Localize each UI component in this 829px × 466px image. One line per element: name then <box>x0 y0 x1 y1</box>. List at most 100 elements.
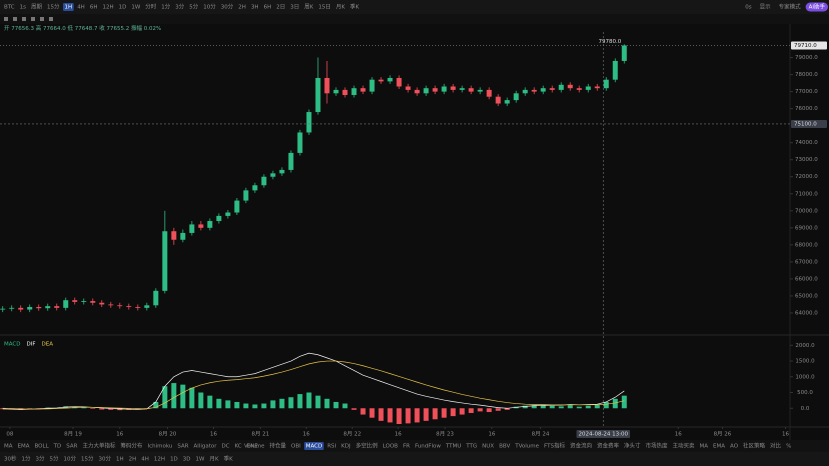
sub-indicator-tab[interactable]: AO <box>730 444 739 450</box>
interval-tab[interactable]: 1s <box>20 5 26 11</box>
bottom-interval-tab[interactable]: 3D <box>183 457 191 463</box>
bottom-interval-tab[interactable]: 季K <box>224 455 234 463</box>
interval-tab[interactable]: 2日 <box>276 4 285 11</box>
icon[interactable] <box>4 17 8 21</box>
sub-indicator-tab[interactable]: RSI <box>327 444 336 450</box>
interval-tab[interactable]: BTC <box>4 5 15 11</box>
sub-indicator-tab[interactable]: KDJ <box>341 444 351 450</box>
sub-indicator-tab[interactable]: TTMU <box>445 444 461 450</box>
main-indicator-tab[interactable]: Ichimoku <box>147 444 172 450</box>
interval-tab[interactable]: 6H <box>264 5 272 11</box>
main-indicator-tab[interactable]: ENE <box>247 444 259 450</box>
interval-tab[interactable]: 2H <box>238 5 246 11</box>
bottom-interval-tab[interactable]: 2H <box>129 457 137 463</box>
candle-body <box>612 60 618 80</box>
sub-indicator-tab[interactable]: BBV <box>499 444 510 450</box>
interval-tab[interactable]: 月K <box>336 4 346 11</box>
sub-indicator-tab[interactable]: 对比 <box>770 442 782 450</box>
sub-indicator-tab[interactable]: 净头寸 <box>624 442 641 450</box>
sub-indicator-tab[interactable]: 社区策略 <box>743 442 766 450</box>
icon[interactable] <box>31 17 35 21</box>
icon[interactable] <box>22 17 26 21</box>
interval-tab[interactable]: 30分 <box>221 3 234 11</box>
bottom-interval-tab[interactable]: 15分 <box>81 455 94 463</box>
bottom-interval-tab[interactable]: 1W <box>196 457 205 463</box>
y-tick-label: 2000.0 <box>795 343 815 349</box>
bottom-interval-tab[interactable]: 12H <box>154 457 165 463</box>
candle-body <box>234 200 240 213</box>
main-indicator-tab[interactable]: 主力大单指标 <box>82 442 116 450</box>
toolbar-item[interactable]: 0s <box>745 5 751 11</box>
interval-tab[interactable]: 周K <box>304 4 314 11</box>
main-indicator-tab[interactable]: EMA <box>18 444 30 450</box>
toolbar-item[interactable]: 显示 <box>760 4 772 11</box>
interval-tab[interactable]: 5分 <box>189 3 198 11</box>
bottom-interval-tab[interactable]: 10分 <box>64 455 77 463</box>
interval-tab[interactable]: 15日 <box>318 4 331 11</box>
y-tick-label: 1000.0 <box>795 374 815 380</box>
main-indicator-tab[interactable]: MA <box>4 444 13 450</box>
candle-body <box>558 84 564 90</box>
bottom-interval-tab[interactable]: 月K <box>209 456 219 463</box>
interval-tab[interactable]: 分时 <box>145 3 157 11</box>
interval-tab[interactable]: 周期 <box>31 4 43 11</box>
sub-indicator-tab[interactable]: Volume <box>244 444 265 450</box>
icon[interactable] <box>49 17 53 21</box>
sub-indicator-tab[interactable]: MA <box>700 444 709 450</box>
interval-tab[interactable]: 12H <box>102 5 113 11</box>
interval-tab[interactable]: 15分 <box>47 3 60 11</box>
main-indicator-tab[interactable]: TD <box>53 444 62 450</box>
main-indicator-tab[interactable]: 筹码分布 <box>120 442 143 450</box>
main-indicator-tab[interactable]: BOLL <box>35 444 50 450</box>
toolbar-item[interactable]: 专家模式 <box>779 3 802 11</box>
bottom-interval-tab[interactable]: 1分 <box>22 455 31 463</box>
sub-indicator-tab[interactable]: FundFlow <box>415 444 441 450</box>
interval-tab[interactable]: 6H <box>90 5 98 11</box>
sub-indicator-tab[interactable]: TVolume <box>514 444 539 450</box>
sub-indicator-tab[interactable]: NUX <box>482 444 494 450</box>
legend-entry: DEA <box>42 342 54 348</box>
sub-indicator-tab[interactable]: 资金费率 <box>597 442 620 450</box>
interval-tab[interactable]: 3分 <box>175 3 184 11</box>
bottom-interval-tab[interactable]: 1D <box>170 457 178 463</box>
interval-tab[interactable]: 1分 <box>161 3 170 11</box>
sub-indicator-tab[interactable]: 持仓量 <box>269 442 286 450</box>
main-indicator-tab[interactable]: SAR <box>177 444 188 450</box>
macd-bar <box>378 408 384 421</box>
sub-indicator-tab[interactable]: FR <box>403 444 410 450</box>
icon[interactable] <box>13 17 17 21</box>
sub-indicator-tab[interactable]: 主动买卖 <box>673 442 696 450</box>
interval-tab[interactable]: 4H <box>77 5 85 11</box>
sub-indicator-tab[interactable]: 市场热度 <box>646 442 669 450</box>
sub-indicator-tab[interactable]: MACD <box>306 444 323 450</box>
main-indicator-tab[interactable]: Alligator <box>194 444 218 450</box>
sub-indicator-tab[interactable]: TTG <box>465 444 477 450</box>
interval-tab[interactable]: 季K <box>350 3 360 11</box>
bottom-interval-tab[interactable]: 4H <box>141 457 149 463</box>
main-indicator-tab[interactable]: SAR <box>66 444 77 450</box>
bottom-interval-tab[interactable]: 30秒 <box>4 455 17 463</box>
interval-tab[interactable]: 1W <box>131 5 140 11</box>
interval-tab[interactable]: 3H <box>251 5 259 11</box>
bottom-interval-tab[interactable]: 1H <box>116 457 124 463</box>
sub-indicator-tab[interactable]: % <box>786 444 791 450</box>
macd-bar <box>351 408 357 410</box>
toolbar-item[interactable]: AI助手 <box>809 3 826 11</box>
sub-indicator-tab[interactable]: LOOB <box>383 444 399 450</box>
main-indicator-tab[interactable]: KC <box>235 444 242 450</box>
bottom-interval-tab[interactable]: 3分 <box>36 455 45 463</box>
interval-tab[interactable]: 10分 <box>203 3 216 11</box>
sub-indicator-tab[interactable]: FTS指标 <box>544 442 565 450</box>
interval-tab[interactable]: 1D <box>119 5 127 11</box>
main-indicator-tab[interactable]: DC <box>222 444 230 450</box>
interval-tab[interactable]: 3日 <box>290 4 299 11</box>
bottom-interval-tab[interactable]: 5分 <box>50 455 59 463</box>
interval-tab[interactable]: 1H <box>65 5 73 11</box>
sub-indicator-tab[interactable]: EMA <box>713 444 725 450</box>
sub-indicator-tab[interactable]: OBI <box>291 444 301 450</box>
sub-indicator-tab[interactable]: 资金流向 <box>570 442 592 450</box>
sub-indicator-tab[interactable]: 多空比例 <box>356 442 379 450</box>
icon[interactable] <box>40 17 44 21</box>
macd-bar <box>252 404 258 409</box>
bottom-interval-tab[interactable]: 30分 <box>99 455 112 463</box>
